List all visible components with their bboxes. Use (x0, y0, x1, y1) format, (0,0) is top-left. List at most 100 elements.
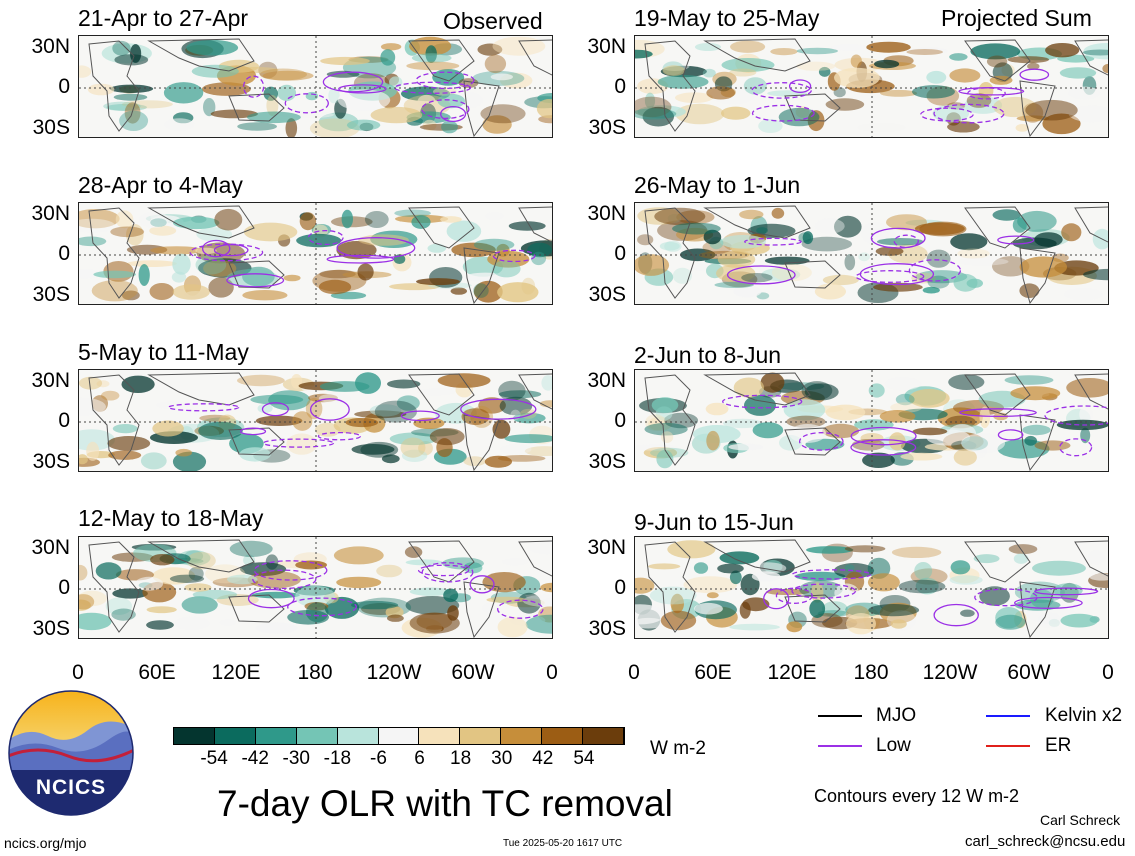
map-proj-1 (634, 35, 1109, 138)
legend-label-low: Low (876, 735, 911, 756)
colorbar-swatch (542, 728, 584, 744)
lon-label: 120W (366, 661, 422, 684)
legend-swatch-er (986, 745, 1030, 747)
legend: MJO Kelvin x2 Low ER (818, 705, 1128, 765)
colorbar-swatch (296, 728, 338, 744)
lat-label: 30N (31, 536, 70, 559)
map-proj-4 (634, 536, 1109, 639)
colorbar-swatch (501, 728, 543, 744)
lon-label: 60E (138, 661, 176, 684)
colorbar-tick-label: -42 (241, 748, 269, 769)
lon-label: 60W (451, 661, 495, 684)
panel-title-obs-1: 21-Apr to 27-Apr (78, 5, 249, 31)
olr-anomaly-map (79, 537, 552, 638)
colorbar-tick-label: -54 (200, 748, 228, 769)
colorbar-tick-label: -6 (370, 748, 387, 769)
lat-label: 0 (614, 75, 626, 98)
colorbar-tick-label: 18 (450, 748, 472, 769)
lat-label: 0 (614, 409, 626, 432)
legend-swatch-mjo (818, 715, 862, 717)
lon-label: 0 (628, 661, 640, 684)
lon-label: 0 (1102, 661, 1114, 684)
lon-label: 0 (546, 661, 558, 684)
legend-label-er: ER (1045, 735, 1072, 756)
panel-title-obs-2: 28-Apr to 4-May (78, 172, 243, 198)
colorbar-swatch (214, 728, 256, 744)
panel-title-proj-1: 19-May to 25-May (634, 5, 820, 31)
lat-label: 30N (587, 202, 626, 225)
colorbar-swatch (255, 728, 297, 744)
legend-label-kelvin: Kelvin x2 (1045, 705, 1123, 726)
lat-label: 30S (32, 617, 70, 640)
colorbar-tick-label: 30 (491, 748, 513, 769)
panel-title-proj-4: 9-Jun to 15-Jun (634, 509, 794, 535)
lat-label: 30S (32, 116, 70, 139)
lon-label: 0 (72, 661, 84, 684)
footer-author: Carl Schreck (1040, 812, 1121, 828)
lon-label: 60E (694, 661, 732, 684)
panel-title-obs-3: 5-May to 11-May (78, 339, 249, 365)
lat-label: 0 (58, 242, 70, 265)
lat-label: 30S (588, 617, 626, 640)
lat-label: 0 (58, 75, 70, 98)
projected-sum-header: Projected Sum (941, 5, 1092, 31)
lat-label: 30N (31, 369, 70, 392)
olr-anomaly-map (635, 537, 1108, 638)
olr-anomaly-map (79, 36, 552, 137)
lat-label: 30S (32, 283, 70, 306)
colorbar (173, 727, 625, 745)
lon-label: 120W (922, 661, 978, 684)
colorbar-tick-label: 42 (532, 748, 554, 769)
lat-label: 0 (614, 576, 626, 599)
map-obs-3 (78, 369, 553, 472)
lat-label: 0 (58, 576, 70, 599)
lat-label: 30S (588, 450, 626, 473)
lon-label: 60W (1007, 661, 1051, 684)
map-obs-4 (78, 536, 553, 639)
legend-swatch-low (818, 745, 862, 747)
colorbar-tick-label: 54 (573, 748, 595, 769)
olr-anomaly-map (635, 36, 1108, 137)
colorbar-tick-label: -18 (323, 748, 352, 769)
lon-label: 120E (211, 661, 261, 684)
map-proj-3 (634, 369, 1109, 472)
colorbar-swatch (583, 728, 624, 744)
contours-note: Contours every 12 W m-2 (814, 786, 1020, 806)
olr-anomaly-map (79, 370, 552, 471)
footer-timestamp: Tue 2025-05-20 1617 UTC (503, 838, 623, 849)
lat-label: 30N (587, 369, 626, 392)
lon-label: 180 (297, 661, 333, 684)
map-proj-2 (634, 202, 1109, 305)
panel-title-proj-2: 26-May to 1-Jun (634, 172, 801, 198)
lon-label: 180 (853, 661, 889, 684)
lat-label: 0 (614, 242, 626, 265)
colorbar-swatch (460, 728, 502, 744)
logo-text: NCICS (35, 776, 107, 799)
colorbar-swatch (337, 728, 379, 744)
ncics-logo: NCICS (8, 690, 134, 816)
map-obs-1 (78, 35, 553, 138)
olr-anomaly-map (79, 203, 552, 304)
main-title: 7-day OLR with TC removal (217, 783, 673, 824)
lon-label: 120E (767, 661, 817, 684)
lat-label: 30N (31, 202, 70, 225)
lat-label: 0 (58, 409, 70, 432)
observed-header: Observed (443, 8, 543, 34)
panel-title-obs-4: 12-May to 18-May (78, 505, 264, 531)
lat-label: 30S (588, 116, 626, 139)
lat-label: 30N (587, 35, 626, 58)
legend-swatch-kelvin (986, 715, 1030, 717)
colorbar-tick-label: 6 (414, 748, 425, 769)
map-obs-2 (78, 202, 553, 305)
lat-label: 30N (31, 35, 70, 58)
lat-label: 30S (588, 283, 626, 306)
footer-site: ncics.org/mjo (4, 835, 87, 851)
colorbar-swatch (378, 728, 420, 744)
footer-email: carl_schreck@ncsu.edu (965, 833, 1126, 850)
legend-label-mjo: MJO (876, 705, 917, 726)
colorbar-swatch (174, 728, 215, 744)
olr-anomaly-map (635, 203, 1108, 304)
olr-anomaly-map (635, 370, 1108, 471)
colorbar-tick-label: -30 (282, 748, 310, 769)
colorbar-units: W m-2 (650, 738, 706, 759)
